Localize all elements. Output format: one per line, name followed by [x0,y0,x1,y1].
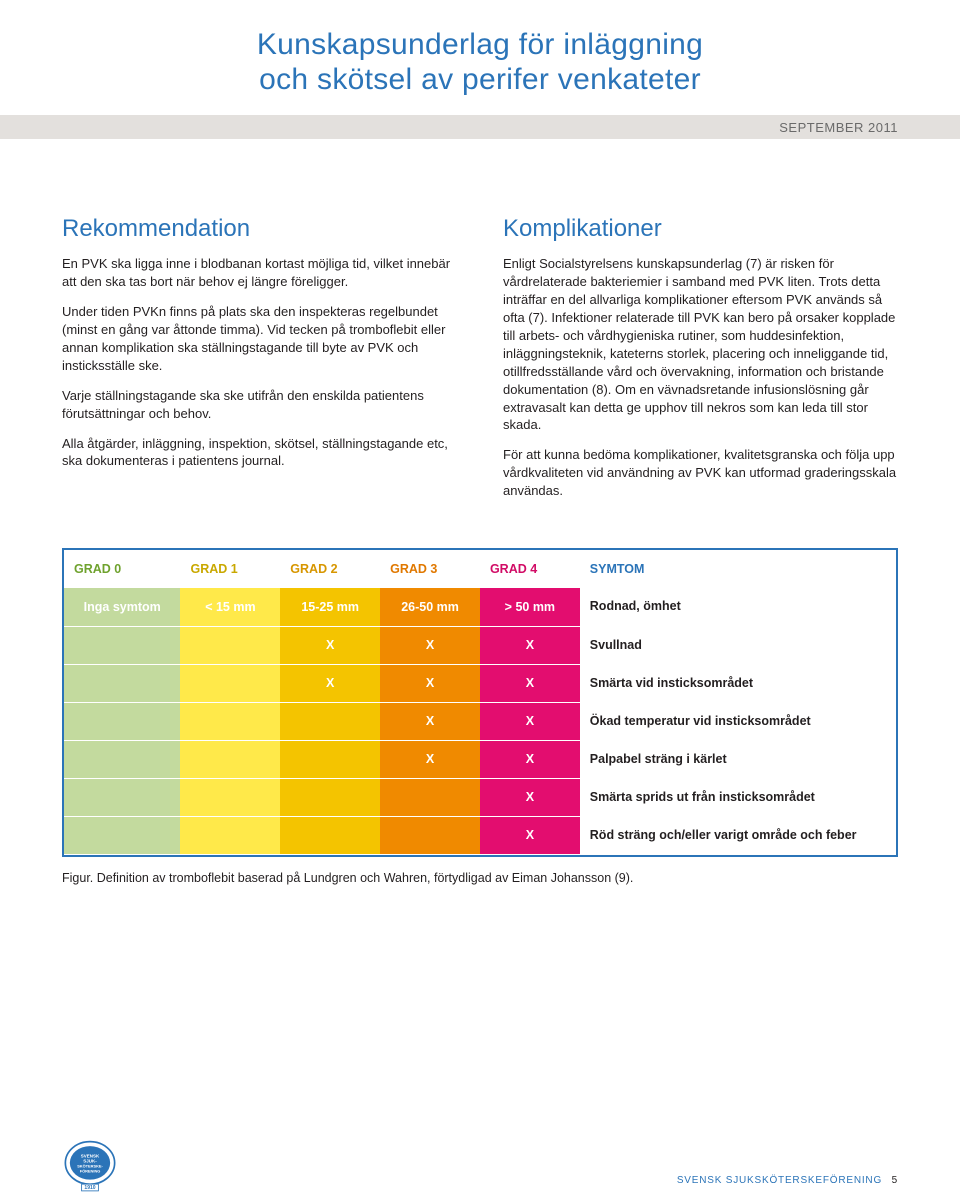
table-cell: X [380,702,480,740]
table-cell: X [280,664,380,702]
table-cell: X [480,626,580,664]
table-cell [180,664,280,702]
table-cell: X [480,740,580,778]
table-row: Inga symtom< 15 mm15-25 mm26-50 mm> 50 m… [64,588,896,626]
table-cell: X [480,778,580,816]
table-cell [180,626,280,664]
table-cell [380,816,480,854]
table-cell: > 50 mm [480,588,580,626]
table-cell [180,778,280,816]
table-cell: Rodnad, ömhet [580,588,896,626]
complications-p1: Enligt Socialstyrelsens kunskapsunderlag… [503,255,898,434]
table-cell [280,778,380,816]
grading-table-wrap: GRAD 0GRAD 1GRAD 2GRAD 3GRAD 4SYMTOM Ing… [62,548,898,857]
page-footer: SVENSK SJUKSKÖTERSKEFÖRENING 5 [677,1175,898,1186]
col-head-sym: SYMTOM [580,550,896,588]
table-cell [64,664,180,702]
col-head-g0: GRAD 0 [64,550,180,588]
table-head: GRAD 0GRAD 1GRAD 2GRAD 3GRAD 4SYMTOM [64,550,896,588]
title-line-1: Kunskapsunderlag för inläggning [257,28,703,61]
logo-text-mid2: SKÖTERSKE- [77,1163,103,1168]
table-cell [280,816,380,854]
table-cell [180,702,280,740]
table-cell: Ökad temperatur vid insticksområdet [580,702,896,740]
org-logo: SVENSK SJUK- SKÖTERSKE- FÖRENING 1910 [62,1136,118,1192]
title-line-2: och skötsel av perifer venkateter [259,63,701,96]
col-head-g3: GRAD 3 [380,550,480,588]
recommendation-p3: Varje ställningstagande ska ske utifrån … [62,387,457,423]
footer-page: 5 [892,1175,898,1186]
table-cell: X [480,816,580,854]
recommendation-p1: En PVK ska ligga inne i blodbanan kortas… [62,255,457,291]
grading-table: GRAD 0GRAD 1GRAD 2GRAD 3GRAD 4SYMTOM Ing… [64,550,896,855]
table-cell: < 15 mm [180,588,280,626]
table-cell: Röd sträng och/eller varigt område och f… [580,816,896,854]
left-column: Rekommendation En PVK ska ligga inne i b… [62,215,457,512]
logo-text-bot: FÖRENING [80,1168,101,1173]
logo-year: 1910 [84,1185,95,1191]
body-columns: Rekommendation En PVK ska ligga inne i b… [0,139,960,512]
table-cell: 26-50 mm [380,588,480,626]
table-cell: 15-25 mm [280,588,380,626]
table-row: XRöd sträng och/eller varigt område och … [64,816,896,854]
table-cell: Inga symtom [64,588,180,626]
date-label: SEPTEMBER 2011 [779,120,898,135]
table-cell: X [380,664,480,702]
footer-org: SVENSK SJUKSKÖTERSKEFÖRENING [677,1175,882,1186]
table-cell: X [380,740,480,778]
logo-text-mid1: SJUK- [83,1158,97,1163]
logo-text-top: SVENSK [81,1153,100,1158]
table-head-row: GRAD 0GRAD 1GRAD 2GRAD 3GRAD 4SYMTOM [64,550,896,588]
table-cell [180,816,280,854]
complications-heading: Komplikationer [503,215,898,243]
table-cell: X [480,702,580,740]
table-cell [64,702,180,740]
table-cell [64,816,180,854]
table-cell: Palpabel sträng i kärlet [580,740,896,778]
table-row: XXXSvullnad [64,626,896,664]
table-cell [280,740,380,778]
table-cell [64,778,180,816]
figure-caption: Figur. Definition av tromboflebit basera… [0,857,960,885]
recommendation-p2: Under tiden PVKn finns på plats ska den … [62,303,457,375]
table-cell [380,778,480,816]
table-cell: X [480,664,580,702]
table-body: Inga symtom< 15 mm15-25 mm26-50 mm> 50 m… [64,588,896,854]
table-cell: Smärta vid insticksområdet [580,664,896,702]
table-cell: X [280,626,380,664]
col-head-g4: GRAD 4 [480,550,580,588]
table-row: XXPalpabel sträng i kärlet [64,740,896,778]
table-cell: Smärta sprids ut från insticksområdet [580,778,896,816]
table-row: XXXSmärta vid insticksområdet [64,664,896,702]
date-bar: SEPTEMBER 2011 [0,115,960,139]
right-column: Komplikationer Enligt Socialstyrelsens k… [503,215,898,512]
recommendation-heading: Rekommendation [62,215,457,243]
col-head-g2: GRAD 2 [280,550,380,588]
table-cell: Svullnad [580,626,896,664]
table-row: XXÖkad temperatur vid insticksområdet [64,702,896,740]
col-head-g1: GRAD 1 [180,550,280,588]
table-cell [180,740,280,778]
table-cell [64,626,180,664]
table-cell: X [380,626,480,664]
complications-p2: För att kunna bedöma komplikationer, kva… [503,446,898,500]
table-row: XSmärta sprids ut från insticksområdet [64,778,896,816]
recommendation-p4: Alla åtgärder, inläggning, inspektion, s… [62,435,457,471]
page-title: Kunskapsunderlag för inläggning och sköt… [0,0,960,107]
table-cell [280,702,380,740]
table-cell [64,740,180,778]
